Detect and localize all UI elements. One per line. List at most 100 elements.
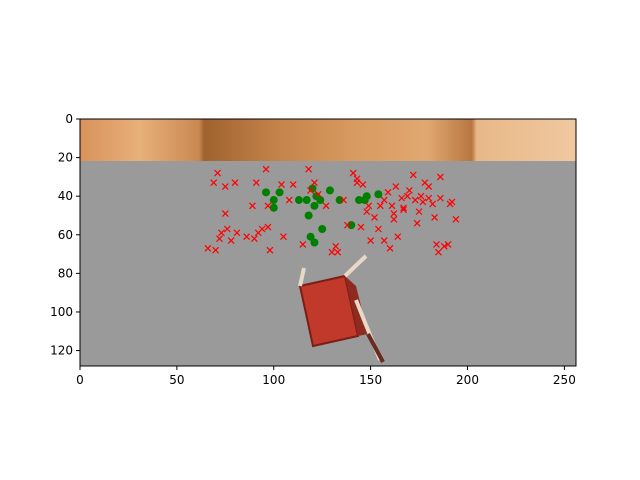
y-tick-label: 40 <box>58 189 73 203</box>
chair-leg <box>366 333 385 363</box>
chair-leg <box>343 254 368 278</box>
red-x-point <box>425 194 433 202</box>
x-tick-label: 200 <box>456 373 479 387</box>
red-x-point <box>227 237 235 244</box>
red-x-point <box>221 210 229 217</box>
x-tick-label: 0 <box>76 373 84 387</box>
red-x-point <box>314 190 322 198</box>
red-x-point <box>452 215 460 223</box>
red-x-point <box>429 200 437 208</box>
red-x-point <box>218 229 225 237</box>
red-x-point <box>405 186 413 194</box>
wall-strip <box>80 119 576 161</box>
red-x-point <box>448 198 456 206</box>
red-x-point <box>332 242 340 250</box>
chair-leg <box>298 267 306 287</box>
red-x-point <box>417 192 425 200</box>
red-x-point <box>249 202 256 210</box>
chair-illustration <box>298 254 385 363</box>
green-circle-point <box>269 196 278 205</box>
red-x-point <box>411 196 419 204</box>
red-x-point <box>359 181 367 189</box>
red-x-point <box>436 194 444 202</box>
x-tick-label: 50 <box>169 373 184 387</box>
red-x-point <box>340 196 347 204</box>
green-circle-point <box>275 188 284 197</box>
red-x-point <box>299 241 307 248</box>
red-x-point <box>425 183 433 190</box>
x-tick-label: 100 <box>262 373 285 387</box>
red-x-point <box>392 183 400 190</box>
red-x-point <box>386 244 394 252</box>
red-x-point <box>216 235 223 243</box>
red-x-point <box>384 188 392 196</box>
background-image <box>80 119 576 366</box>
red-x-point <box>204 244 212 252</box>
green-circle-point <box>304 211 313 220</box>
red-x-point <box>305 165 313 173</box>
red-x-point <box>289 181 297 189</box>
red-x-point <box>419 198 427 206</box>
red-x-point <box>214 169 221 177</box>
x-tick-label: 150 <box>359 373 382 387</box>
red-x-point <box>374 225 382 233</box>
red-x-point <box>221 183 229 190</box>
red-x-point <box>436 173 444 181</box>
green-circle-point <box>325 186 334 195</box>
red-x-point <box>365 202 373 210</box>
red-x-point <box>380 237 388 244</box>
red-x-point <box>266 246 274 254</box>
y-tick-label: 80 <box>58 266 73 280</box>
red-x-point <box>243 233 251 241</box>
green-circle-point <box>294 196 303 205</box>
red-x-point <box>231 179 239 187</box>
red-x-point <box>400 204 407 212</box>
red-x-point <box>371 213 378 221</box>
red-x-point <box>388 202 396 210</box>
red-x-point <box>262 165 270 173</box>
red-x-point <box>404 192 411 200</box>
green-circle-point <box>269 203 278 212</box>
red-x-point <box>400 206 407 214</box>
red-x-point <box>367 237 375 244</box>
green-circle-point <box>310 238 319 247</box>
green-circle-point <box>374 190 383 199</box>
red-x-point <box>264 202 272 210</box>
green-circle-point <box>302 196 311 205</box>
green-circle-point <box>306 232 315 241</box>
x-tick-label: 250 <box>553 373 576 387</box>
red-x-point <box>394 233 402 241</box>
red-x-point <box>363 208 371 216</box>
axes-frame <box>79 118 577 367</box>
red-x-point <box>328 248 336 256</box>
red-x-point <box>210 179 218 187</box>
green-circle-point <box>310 201 319 210</box>
red-x-point <box>376 202 384 210</box>
red-x-point <box>307 186 314 194</box>
green-circle-point <box>262 188 270 197</box>
red-x-point <box>349 169 357 177</box>
red-x-point <box>444 241 452 248</box>
green-circle-point <box>362 192 371 201</box>
red-x-point <box>278 181 285 189</box>
data-points <box>204 165 460 256</box>
green-circle-point <box>316 196 325 205</box>
red-x-point <box>413 219 421 227</box>
red-x-point <box>280 233 287 241</box>
red-x-point <box>415 208 423 216</box>
red-x-point <box>223 225 231 233</box>
red-x-point <box>322 202 330 210</box>
green-circle-point <box>318 224 327 233</box>
red-x-point <box>258 225 266 233</box>
green-circle-point <box>347 221 356 230</box>
x-axis: 0 50 100 150 200 250 <box>76 366 576 387</box>
red-x-point <box>233 229 241 237</box>
red-x-point <box>212 246 220 254</box>
green-circle-point <box>355 196 363 205</box>
red-x-point <box>398 194 406 202</box>
red-x-point <box>433 241 440 248</box>
red-x-point <box>311 179 318 187</box>
red-x-point <box>431 213 438 221</box>
red-x-point <box>252 179 260 187</box>
